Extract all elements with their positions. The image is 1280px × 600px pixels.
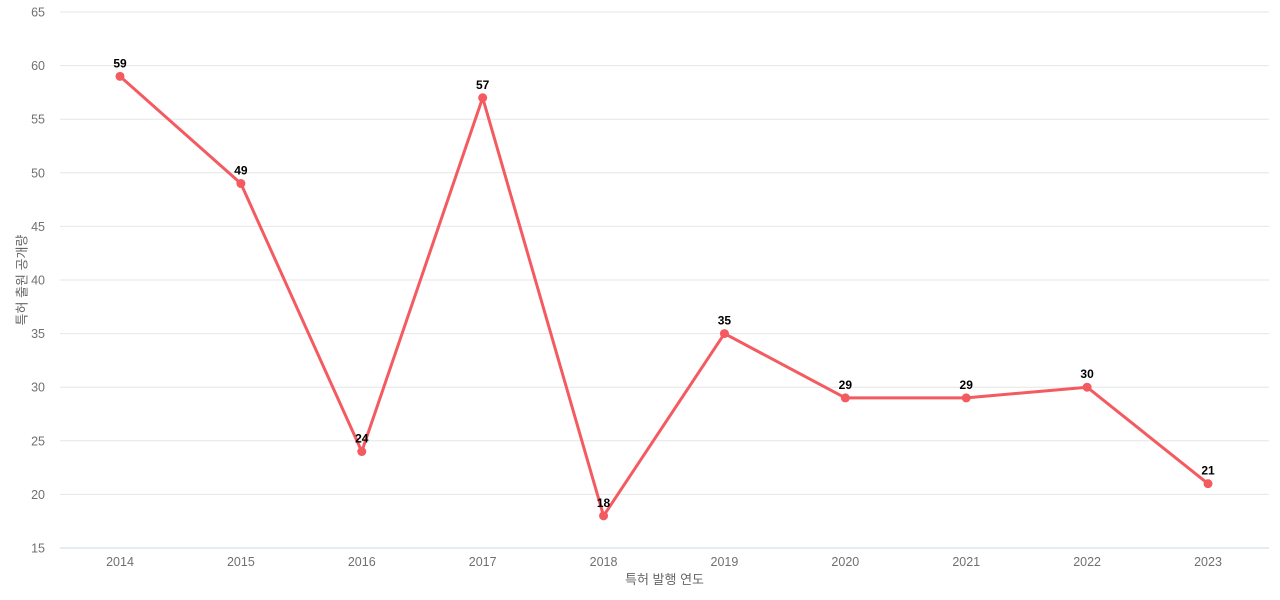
y-tick-label: 45 <box>31 220 45 234</box>
data-point-marker[interactable] <box>1082 382 1092 392</box>
data-point-marker[interactable] <box>357 447 367 457</box>
x-tick-label: 2020 <box>831 555 859 569</box>
data-point-label: 24 <box>355 432 369 446</box>
data-point-label: 49 <box>234 164 248 178</box>
data-point-marker[interactable] <box>840 393 850 403</box>
data-point-marker[interactable] <box>1203 479 1213 489</box>
data-point-label: 29 <box>960 378 974 392</box>
x-tick-label: 2017 <box>469 555 497 569</box>
x-tick-label: 2021 <box>952 555 980 569</box>
y-tick-label: 60 <box>31 59 45 73</box>
x-tick-label: 2022 <box>1073 555 1101 569</box>
data-point-label: 29 <box>839 378 853 392</box>
y-axis-title: 특허 출원 공개량 <box>14 234 30 326</box>
x-axis-title: 특허 발행 연도 <box>625 572 704 587</box>
x-tick-label: 2016 <box>348 555 376 569</box>
y-tick-label: 50 <box>31 166 45 180</box>
data-point-marker[interactable] <box>961 393 971 403</box>
data-point-label: 18 <box>597 496 611 510</box>
y-tick-label: 30 <box>31 381 45 395</box>
y-tick-label: 25 <box>31 434 45 448</box>
x-tick-label: 2019 <box>711 555 739 569</box>
data-point-label: 57 <box>476 78 490 92</box>
data-point-label: 21 <box>1201 464 1215 478</box>
x-tick-label: 2023 <box>1194 555 1222 569</box>
x-tick-label: 2018 <box>590 555 618 569</box>
data-point-marker[interactable] <box>478 93 488 103</box>
x-tick-label: 2014 <box>106 555 134 569</box>
data-point-marker[interactable] <box>599 511 609 521</box>
y-tick-label: 15 <box>31 542 45 556</box>
y-tick-label: 40 <box>31 274 45 288</box>
data-point-label: 35 <box>718 314 732 328</box>
data-point-marker[interactable] <box>236 179 246 189</box>
y-tick-label: 55 <box>31 113 45 127</box>
data-point-label: 30 <box>1080 367 1094 381</box>
x-tick-label: 2015 <box>227 555 255 569</box>
y-tick-label: 35 <box>31 327 45 341</box>
y-tick-label: 20 <box>31 488 45 502</box>
data-point-marker[interactable] <box>719 329 729 339</box>
series-line <box>118 74 1210 518</box>
y-tick-label: 65 <box>31 6 45 20</box>
data-point-marker[interactable] <box>115 71 125 81</box>
data-point-label: 59 <box>113 56 127 70</box>
